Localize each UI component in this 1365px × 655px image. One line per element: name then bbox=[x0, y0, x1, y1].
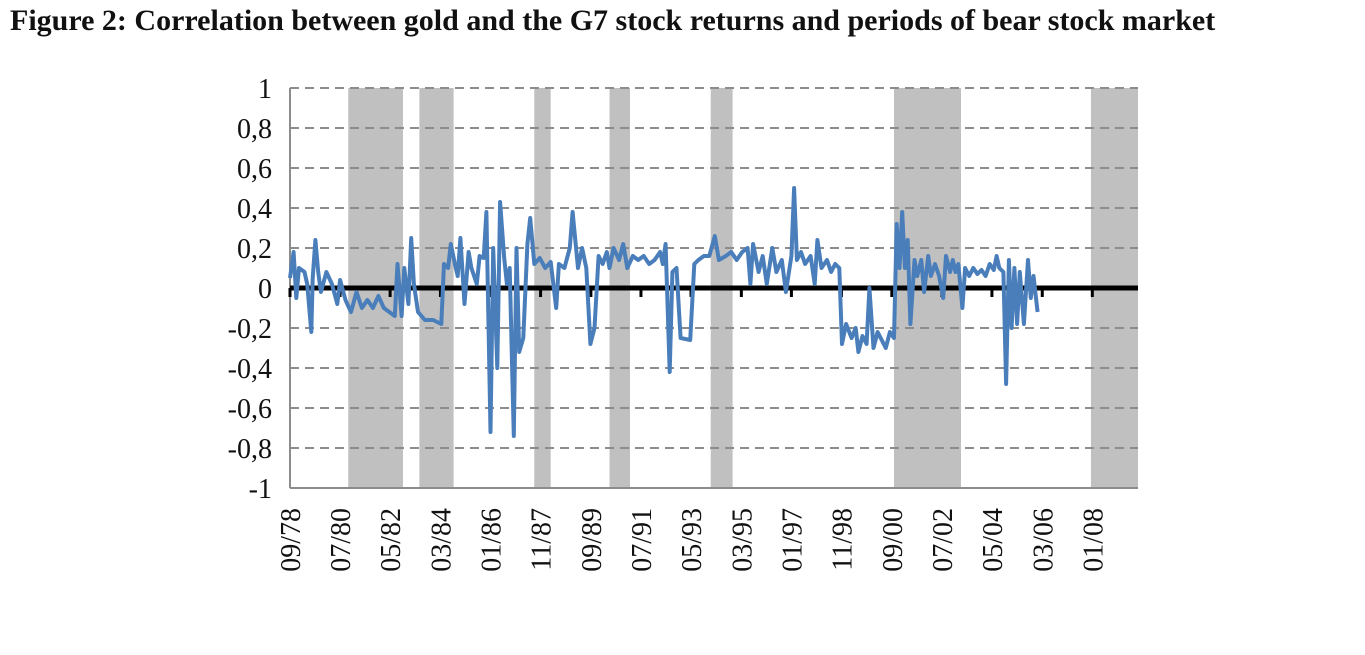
x-tick-label-4: 01/86 bbox=[477, 508, 508, 572]
x-tick-label-5: 11/87 bbox=[527, 508, 558, 571]
x-tick-label-9: 03/95 bbox=[727, 508, 758, 572]
x-tick-label-15: 03/06 bbox=[1028, 508, 1059, 572]
x-tick-label-2: 05/82 bbox=[376, 508, 407, 572]
x-tick-label-8: 05/93 bbox=[677, 508, 708, 572]
y-tick-label-2: 0,6 bbox=[237, 154, 272, 185]
x-tick-label-7: 07/91 bbox=[627, 508, 658, 572]
x-tick-label-10: 01/97 bbox=[777, 508, 808, 572]
y-tick-label-3: 0,4 bbox=[237, 194, 272, 225]
y-tick-label-4: 0,2 bbox=[237, 234, 272, 265]
y-tick-label-0: 1 bbox=[258, 74, 272, 105]
series-line bbox=[288, 186, 1040, 438]
x-tick-label-6: 09/89 bbox=[577, 508, 608, 572]
y-tick-label-6: -0,2 bbox=[228, 314, 272, 345]
x-tick-label-12: 09/00 bbox=[878, 508, 909, 572]
y-tick-label-1: 0,8 bbox=[237, 114, 272, 145]
chart-title: Figure 2: Correlation between gold and t… bbox=[10, 4, 1216, 37]
y-tick-label-8: -0,6 bbox=[228, 394, 272, 425]
y-tick-label-9: -0,8 bbox=[228, 434, 272, 465]
x-tick-label-1: 07/80 bbox=[326, 508, 357, 572]
y-tick-label-5: 0 bbox=[258, 274, 272, 305]
x-tick-label-11: 11/98 bbox=[827, 508, 858, 571]
x-tick-label-14: 05/04 bbox=[978, 508, 1009, 572]
x-tick-label-3: 03/84 bbox=[426, 508, 457, 572]
x-tick-labels: 09/78 07/80 05/82 03/84 01/86 11/87 09/89 07/91… bbox=[276, 508, 1109, 572]
x-tick-label-0: 09/78 bbox=[276, 508, 307, 572]
y-tick-label-7: -0,4 bbox=[228, 354, 272, 385]
y-tick-label-10: -1 bbox=[249, 474, 272, 505]
y-tick-labels: 1 0,8 0,6 0,4 0,2 0 -0,2 -0,4 -0,6 -0,8 -1 bbox=[228, 74, 272, 505]
x-tick-label-16: 01/08 bbox=[1078, 508, 1109, 572]
x-tick-label-13: 07/02 bbox=[928, 508, 959, 572]
gridlines bbox=[290, 87, 1138, 449]
